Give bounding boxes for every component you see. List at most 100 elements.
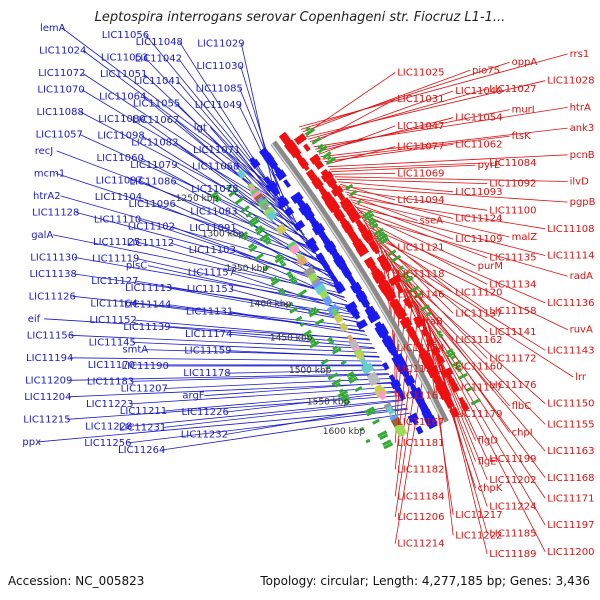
feature-block [420,304,430,312]
right-gene-label: LIC11179 [455,409,502,420]
feature-block [340,393,349,401]
left-leader-line [129,386,397,405]
right-leader-line [311,98,396,145]
feature-block [383,263,392,273]
right-gene-label: LIC11189 [489,549,536,560]
feature-block [368,219,377,227]
left-gene-label: LIC11048 [136,37,183,48]
feature-block [280,290,286,296]
feature-block [320,170,334,183]
right-gene-label: chpI [512,428,533,439]
right-gene-label: LIC11197 [547,520,594,531]
feature-block [378,390,387,401]
right-gene-label: LIC11118 [397,269,444,280]
feature-block [308,309,320,318]
left-gene-label: LIC11215 [23,414,70,425]
feature-block [226,184,233,191]
right-gene-label: LIC11124 [455,214,502,225]
feature-block [286,301,294,308]
right-leader-line [320,127,568,158]
feature-block [302,143,311,152]
right-gene-label: flbC [512,401,532,412]
left-gene-label: LIC11071 [193,145,240,156]
left-gene-label: LIC11209 [25,375,72,386]
feature-block [354,386,363,393]
feature-block [289,243,301,255]
feature-block [359,426,365,432]
right-leader-line [325,146,396,165]
feature-block [449,406,460,419]
right-gene-label: LIC11136 [547,298,594,309]
right-leader-line [300,61,510,130]
feature-block [234,197,244,205]
feature-block [303,266,316,279]
right-gene-label: LIC11150 [547,399,594,410]
feature-block [317,143,324,150]
feature-block [287,273,294,279]
feature-block [274,255,285,264]
feature-block [383,442,394,450]
left-leader-line [129,399,403,427]
right-leader-line [334,176,568,182]
right-gene-label: ftsK [512,131,531,142]
left-leader-line [60,195,329,273]
right-leader-line [341,186,568,203]
feature-block [331,276,339,285]
left-gene-label: LIC11127 [91,276,138,287]
left-gene-label: LIC11231 [119,423,166,434]
right-gene-label: LIC11163 [547,446,594,457]
feature-block [320,358,329,365]
topology-text: Topology: circular; Length: 4,277,185 bp… [260,574,590,588]
left-gene-label: argF [182,391,204,402]
feature-block [293,133,307,146]
feature-block [326,156,337,165]
feature-block [270,276,278,283]
right-gene-label: LIC11154 [397,343,444,354]
feature-block [387,249,397,257]
left-gene-label: LIC11223 [86,399,133,410]
left-gene-label: mcm1 [34,168,65,179]
left-gene-label: LIC11079 [130,160,177,171]
feature-block [333,313,344,324]
right-gene-label: LIC11199 [489,454,536,465]
feature-block [335,283,346,295]
right-gene-label: LIC11162 [455,335,502,346]
right-gene-label: LIC11206 [397,512,444,523]
left-gene-label: LIC11080 [98,114,145,125]
feature-block [314,160,325,170]
right-gene-label: LIC11160 [455,362,502,373]
scale-label: 1450 kbp [270,334,313,344]
right-gene-label: LIC11031 [397,94,444,105]
right-gene-label: LIC11054 [455,113,502,124]
feature-block [363,233,374,244]
left-gene-label: LIC11088 [37,107,84,118]
feature-block [332,345,338,351]
right-leader-line [355,206,546,256]
left-gene-label: LIC11228 [85,421,132,432]
right-gene-label: LIC11040 [455,86,502,97]
feature-block [345,205,358,218]
left-leader-line [130,374,390,382]
feature-block [275,169,287,181]
feature-tracks [210,126,481,450]
feature-block [388,374,397,383]
feature-block [425,336,436,347]
right-gene-label: LIC11135 [489,253,536,264]
left-gene-label: LIC11164 [90,299,137,310]
left-gene-label: LIC11232 [181,430,228,441]
left-leader-line [168,287,360,323]
genome-backbone [270,140,449,424]
feature-block [465,386,474,393]
feature-block [426,418,438,430]
feature-block [293,219,306,232]
feature-block [309,153,321,165]
feature-block [460,402,470,412]
feature-block [355,244,370,258]
feature-block [275,223,288,236]
left-gene-label: LIC11211 [120,406,167,417]
left-gene-label: LIC11159 [184,346,231,357]
feature-block [341,396,350,403]
scale-label: 1400 kbp [249,300,292,310]
feature-block [331,347,342,355]
feature-block [470,398,481,406]
